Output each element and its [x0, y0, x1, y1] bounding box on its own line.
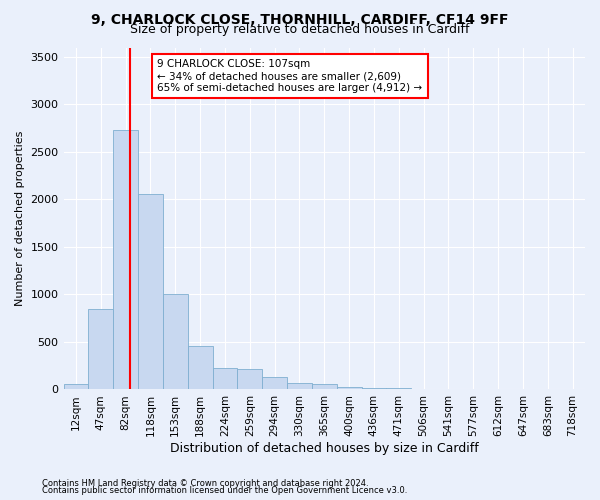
Text: 9 CHARLOCK CLOSE: 107sqm
← 34% of detached houses are smaller (2,609)
65% of sem: 9 CHARLOCK CLOSE: 107sqm ← 34% of detach… [157, 60, 422, 92]
Bar [386, 388, 411, 390]
Bar [113, 130, 138, 390]
Text: Contains HM Land Registry data © Crown copyright and database right 2024.: Contains HM Land Registry data © Crown c… [42, 478, 368, 488]
Text: Contains public sector information licensed under the Open Government Licence v3: Contains public sector information licen… [42, 486, 407, 495]
Y-axis label: Number of detached properties: Number of detached properties [15, 131, 25, 306]
Bar [262, 377, 287, 390]
Bar [312, 384, 337, 390]
Bar [188, 346, 212, 390]
Bar [138, 194, 163, 390]
Bar [238, 368, 262, 390]
Bar [88, 308, 113, 390]
Bar [64, 384, 88, 390]
Bar [337, 386, 362, 390]
Text: Size of property relative to detached houses in Cardiff: Size of property relative to detached ho… [130, 22, 470, 36]
Bar [212, 368, 238, 390]
Bar [287, 384, 312, 390]
X-axis label: Distribution of detached houses by size in Cardiff: Distribution of detached houses by size … [170, 442, 479, 455]
Text: 9, CHARLOCK CLOSE, THORNHILL, CARDIFF, CF14 9FF: 9, CHARLOCK CLOSE, THORNHILL, CARDIFF, C… [91, 12, 509, 26]
Bar [362, 388, 386, 390]
Bar [163, 294, 188, 390]
